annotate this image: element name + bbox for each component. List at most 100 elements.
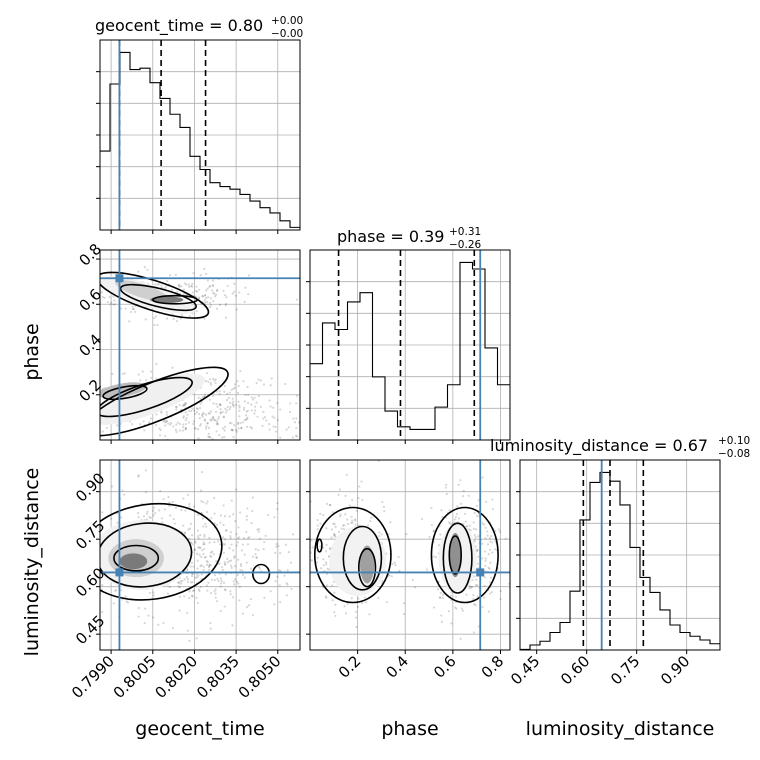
sample-point	[279, 551, 282, 555]
sample-point	[186, 580, 190, 583]
sample-point	[321, 388, 323, 390]
sample-point	[212, 377, 215, 380]
sample-point	[455, 607, 458, 610]
sample-point	[294, 434, 297, 438]
sample-point	[137, 373, 140, 376]
sample-point	[229, 535, 232, 538]
sample-point	[175, 423, 178, 426]
sample-point	[184, 419, 187, 422]
sample-point	[189, 522, 192, 525]
sample-point	[105, 426, 108, 429]
sample-point	[200, 555, 203, 558]
sample-point	[350, 515, 353, 518]
sample-point	[202, 541, 205, 544]
sample-point	[137, 475, 140, 478]
sample-point	[44, 400, 46, 402]
sample-point	[279, 569, 282, 572]
sample-point	[339, 513, 342, 516]
sample-point	[129, 310, 133, 314]
sample-point	[83, 564, 85, 566]
sample-point	[243, 419, 246, 422]
sample-point	[80, 599, 82, 601]
sample-point	[214, 588, 217, 591]
sample-point	[231, 624, 234, 627]
sample-point	[59, 554, 61, 556]
sample-point	[448, 509, 451, 512]
sample-point	[277, 569, 281, 572]
sample-point	[219, 609, 222, 613]
sample-point	[203, 317, 206, 320]
sample-point	[238, 585, 241, 588]
sample-point	[456, 505, 459, 508]
sample-point	[208, 285, 211, 289]
sample-point	[256, 528, 259, 531]
sample-point	[64, 548, 66, 550]
sample-point	[256, 415, 259, 418]
sample-point	[474, 604, 477, 607]
sample-point	[460, 502, 463, 505]
sample-point	[235, 580, 239, 583]
sample-point	[275, 542, 278, 546]
sample-point	[322, 564, 325, 567]
sample-point	[209, 304, 213, 307]
sample-point	[441, 515, 444, 518]
sample-point	[171, 627, 175, 630]
sample-point	[224, 573, 228, 576]
sample-point	[110, 301, 113, 304]
sample-point	[246, 425, 249, 428]
sample-point	[199, 547, 202, 550]
sample-point	[251, 509, 254, 513]
sample-point	[178, 595, 182, 598]
sample-point	[182, 404, 185, 407]
sample-point	[203, 299, 206, 302]
title-luminosity-distance-plus: +0.10	[718, 435, 750, 447]
sample-point	[245, 515, 248, 518]
sample-point	[276, 502, 279, 505]
sample-point	[204, 555, 207, 559]
sample-point	[184, 422, 188, 426]
sample-point	[143, 429, 146, 432]
sample-point	[83, 430, 85, 432]
sample-point	[472, 527, 475, 530]
histogram-step	[520, 471, 720, 650]
sample-point	[53, 393, 55, 395]
sample-point	[174, 273, 177, 276]
sample-point	[195, 573, 198, 576]
sample-point	[219, 412, 222, 415]
sample-point	[355, 625, 358, 629]
sample-point	[151, 509, 155, 512]
sample-point	[472, 597, 475, 601]
hist-panel-luminosity_distance: 0.45 0.60 0.75 0.90	[507, 459, 721, 688]
sample-point	[184, 411, 187, 414]
sample-point	[242, 408, 246, 411]
sample-point	[235, 430, 239, 433]
sample-point	[77, 416, 79, 418]
sample-point	[499, 530, 502, 533]
sample-point	[473, 533, 476, 537]
sample-point	[172, 517, 175, 521]
sample-point	[60, 395, 62, 397]
sample-point	[185, 283, 188, 286]
sample-point	[188, 409, 191, 413]
sample-point	[444, 486, 448, 489]
sample-point	[219, 403, 222, 406]
sample-point	[193, 548, 196, 551]
sample-point	[243, 406, 246, 409]
sample-point	[90, 427, 92, 429]
sample-point	[388, 574, 391, 577]
sample-point	[223, 425, 227, 428]
sample-point	[230, 566, 233, 569]
sample-point	[211, 283, 214, 287]
sample-point	[238, 599, 241, 602]
sample-point	[145, 512, 149, 515]
sample-point	[203, 294, 206, 297]
sample-point	[245, 518, 249, 521]
sample-point	[235, 544, 238, 547]
truth-marker	[476, 568, 485, 577]
sample-point	[178, 609, 181, 612]
sample-point	[192, 565, 195, 568]
sample-point	[293, 421, 297, 424]
sample-point	[223, 384, 226, 388]
sample-point	[165, 411, 168, 414]
sample-point	[234, 565, 237, 568]
